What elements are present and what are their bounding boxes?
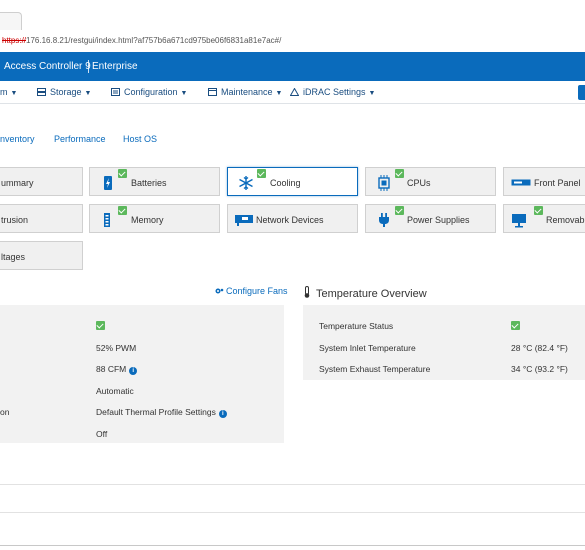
tile-cpus[interactable]: CPUs: [365, 167, 496, 196]
status-ok-icon: [395, 169, 404, 178]
fans-panel: 52% PWM 88 CFM i Automatic on Default The…: [0, 305, 284, 443]
inlet-temperature-value: 28 °C (82.4 °F): [511, 343, 568, 353]
inlet-temperature-label: System Inlet Temperature: [319, 343, 416, 353]
thermometer-icon: [304, 286, 310, 298]
network-icon: [235, 215, 253, 226]
nav-configuration-label: Configuration: [124, 87, 178, 97]
fan-mode-value: Automatic: [96, 386, 134, 396]
fan-speed-value: 52% PWM: [96, 343, 137, 353]
fan-airflow-row: 88 CFM i: [96, 364, 138, 375]
tab-performance[interactable]: Performance: [54, 134, 106, 144]
tile-front-panel-label: Front Panel: [534, 178, 581, 188]
snowflake-icon: [239, 176, 253, 190]
tile-removable[interactable]: Removable: [503, 204, 585, 233]
nav-system[interactable]: m ▼: [0, 87, 17, 97]
thermal-profile-row: Default Thermal Profile Settings i: [96, 407, 227, 418]
thermal-profile-value: Default Thermal Profile Settings: [96, 407, 216, 417]
nav-idrac-settings-label: iDRAC Settings: [303, 87, 366, 97]
chevron-down-icon: ▼: [84, 90, 92, 97]
fan-status-ok-icon: [96, 321, 105, 330]
front-panel-icon: [511, 179, 531, 186]
chevron-down-icon: ▼: [180, 90, 188, 97]
address-bar[interactable]: https://176.16.8.21/restgui/index.html?a…: [0, 30, 585, 53]
main-nav: m ▼ Storage ▼ Configuration ▼ Maintenance ▼ …: [0, 81, 585, 104]
browser-tab-strip: [0, 0, 585, 31]
url-protocol: https://: [2, 36, 27, 45]
tile-batteries-label: Batteries: [131, 178, 167, 188]
thermal-profile-label: on: [0, 407, 10, 417]
status-ok-icon: [395, 206, 404, 215]
tile-cooling-label: Cooling: [270, 178, 301, 188]
tile-cooling[interactable]: Cooling: [227, 167, 358, 196]
nav-storage[interactable]: Storage ▼: [37, 87, 91, 97]
section-divider: [0, 484, 585, 485]
tile-voltages[interactable]: ltages: [0, 241, 83, 270]
gear-icon: [215, 288, 224, 294]
nav-configuration[interactable]: Configuration ▼: [111, 87, 187, 97]
info-icon[interactable]: i: [218, 410, 227, 418]
configure-fans-label: Configure Fans: [226, 286, 288, 296]
product-title: Access Controller 9: [4, 61, 91, 72]
status-ok-icon: [257, 169, 266, 178]
tile-memory-label: Memory: [131, 215, 164, 225]
brand-bar: Access Controller 9 Enterprise: [0, 52, 585, 81]
removable-icon: [512, 214, 526, 228]
power-plug-icon: [379, 213, 389, 227]
tab-inventory[interactable]: nventory: [0, 134, 35, 144]
tab-host-os[interactable]: Host OS: [123, 134, 158, 144]
nav-action-button[interactable]: [578, 85, 585, 100]
tile-cpus-label: CPUs: [407, 178, 431, 188]
cpu-icon: [378, 175, 390, 191]
chevron-down-icon: ▼: [368, 90, 376, 97]
brand-divider: [88, 60, 89, 73]
nav-idrac-settings[interactable]: iDRAC Settings ▼: [290, 87, 375, 97]
tile-network-devices[interactable]: Network Devices: [227, 204, 358, 233]
fan-offset-value: Off: [96, 429, 108, 439]
chevron-down-icon: ▼: [275, 90, 283, 97]
temperature-header: Temperature Overview: [303, 286, 427, 300]
product-edition: Enterprise: [92, 61, 138, 72]
tile-power-supplies-label: Power Supplies: [407, 215, 470, 225]
configuration-icon: [111, 88, 120, 96]
address-url[interactable]: https://176.16.8.21/restgui/index.html?a…: [2, 36, 281, 45]
memory-icon: [104, 213, 110, 227]
tile-intrusion-label: trusion: [1, 215, 29, 225]
storage-icon: [37, 88, 46, 96]
maintenance-icon: [208, 88, 217, 96]
url-path: 176.16.8.21/restgui/index.html?af757b6a6…: [26, 36, 282, 45]
nav-system-label: m: [0, 87, 8, 97]
tile-intrusion[interactable]: trusion: [0, 204, 83, 233]
chevron-down-icon: ▼: [10, 90, 18, 97]
configure-fans-link[interactable]: Configure Fans: [215, 286, 288, 296]
tile-memory[interactable]: Memory: [89, 204, 220, 233]
tile-voltages-label: ltages: [1, 252, 26, 262]
section-divider: [0, 545, 585, 546]
tile-removable-label: Removable: [546, 215, 585, 225]
section-divider: [0, 512, 585, 513]
nav-maintenance[interactable]: Maintenance ▼: [208, 87, 282, 97]
tile-summary[interactable]: ummary: [0, 167, 83, 196]
battery-icon: [104, 176, 112, 190]
info-icon[interactable]: i: [129, 367, 138, 375]
fan-airflow-value: 88 CFM: [96, 364, 127, 374]
exhaust-temperature-label: System Exhaust Temperature: [319, 364, 431, 374]
nav-storage-label: Storage: [50, 87, 82, 97]
exhaust-temperature-value: 34 °C (93.2 °F): [511, 364, 568, 374]
temperature-status-ok-icon: [511, 321, 520, 330]
tile-summary-label: ummary: [1, 178, 34, 188]
status-ok-icon: [118, 169, 127, 178]
tile-front-panel[interactable]: Front Panel: [503, 167, 585, 196]
temperature-status-label: Temperature Status: [319, 321, 394, 331]
tile-network-devices-label: Network Devices: [256, 215, 324, 225]
temperature-panel: Temperature Status System Inlet Temperat…: [303, 305, 585, 380]
tile-power-supplies[interactable]: Power Supplies: [365, 204, 496, 233]
browser-tab[interactable]: [0, 12, 22, 31]
tile-batteries[interactable]: Batteries: [89, 167, 220, 196]
settings-icon: [290, 88, 299, 96]
nav-maintenance-label: Maintenance: [221, 87, 273, 97]
status-ok-icon: [118, 206, 127, 215]
temperature-title: Temperature Overview: [316, 288, 427, 300]
status-ok-icon: [534, 206, 543, 215]
